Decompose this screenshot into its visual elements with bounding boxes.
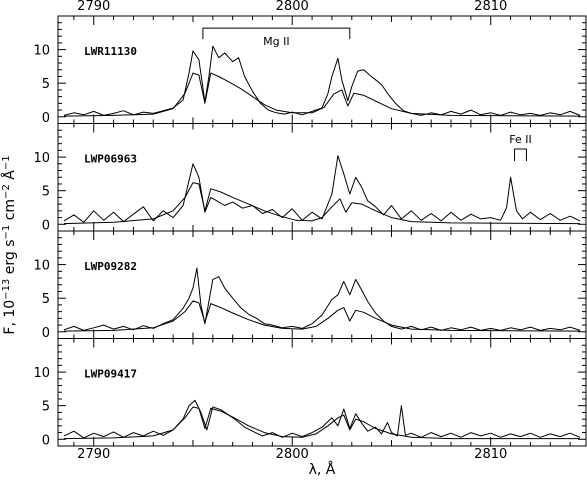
panel-lwp06963: 0 5 10 LWP06963 Fe II (33, 123, 587, 233)
panel-lwr11130: 0 5 10 LWR11130 Mg II (33, 15, 587, 126)
model-profile-line (63, 182, 581, 225)
y-tick-label: 0 (42, 326, 50, 341)
x-axis-label: λ, Å (309, 461, 336, 478)
annotation-label: Fe II (509, 133, 531, 146)
model-profile-line (63, 406, 580, 440)
panel-label: LWR11130 (84, 45, 137, 58)
observed-spectrum-line (63, 267, 581, 331)
model-profile-line (63, 300, 581, 332)
y-tick-label: 5 (42, 292, 50, 307)
annotation-label: Mg II (263, 35, 289, 48)
observed-spectrum-line (63, 155, 581, 223)
y-tick-label: 5 (42, 400, 50, 415)
x-tick-label-bottom: 2810 (474, 447, 507, 462)
y-axis-label: F, 10−13 erg s−1 cm−2 Å−1 (1, 155, 19, 334)
observed-spectrum-line (63, 399, 581, 439)
x-tick-label-bottom: 2800 (276, 447, 309, 462)
observed-spectrum-line (63, 45, 581, 116)
x-tick-label-top: 2810 (474, 0, 507, 14)
top-x-tick-labels: 2790 2800 2810 (77, 0, 507, 14)
panel-label: LWP09282 (84, 260, 137, 273)
bottom-x-tick-labels: 2790 2800 2810 (77, 447, 507, 462)
y-tick-label: 0 (42, 111, 50, 126)
panel-lwp09417: 0 5 10 LWP09417 (33, 338, 587, 448)
x-tick-label-top: 2790 (77, 0, 110, 14)
y-tick-label: 5 (42, 77, 50, 92)
y-tick-label: 10 (33, 44, 50, 59)
y-tick-label: 0 (42, 218, 50, 233)
y-tick-label: 10 (33, 366, 50, 381)
panel-label: LWP06963 (84, 153, 137, 166)
annotation-bracket (514, 148, 527, 162)
x-tick-label-bottom: 2790 (77, 447, 110, 462)
panel-frame (57, 123, 587, 232)
annotation-bracket (202, 27, 351, 40)
y-tick-label: 5 (42, 185, 50, 200)
panel-label: LWP09417 (84, 368, 137, 381)
panel-lwp09282: 0 5 10 LWP09282 (33, 230, 587, 341)
y-tick-label: 0 (42, 433, 50, 448)
panels: 0 5 10 LWR11130 Mg II 0 5 10 LWP06963 Fe II 0 5 10 LW… (33, 15, 587, 448)
model-profile-line (63, 72, 581, 117)
y-tick-label: 10 (33, 151, 50, 166)
y-tick-label: 10 (33, 259, 50, 274)
x-tick-label-top: 2800 (276, 0, 309, 14)
